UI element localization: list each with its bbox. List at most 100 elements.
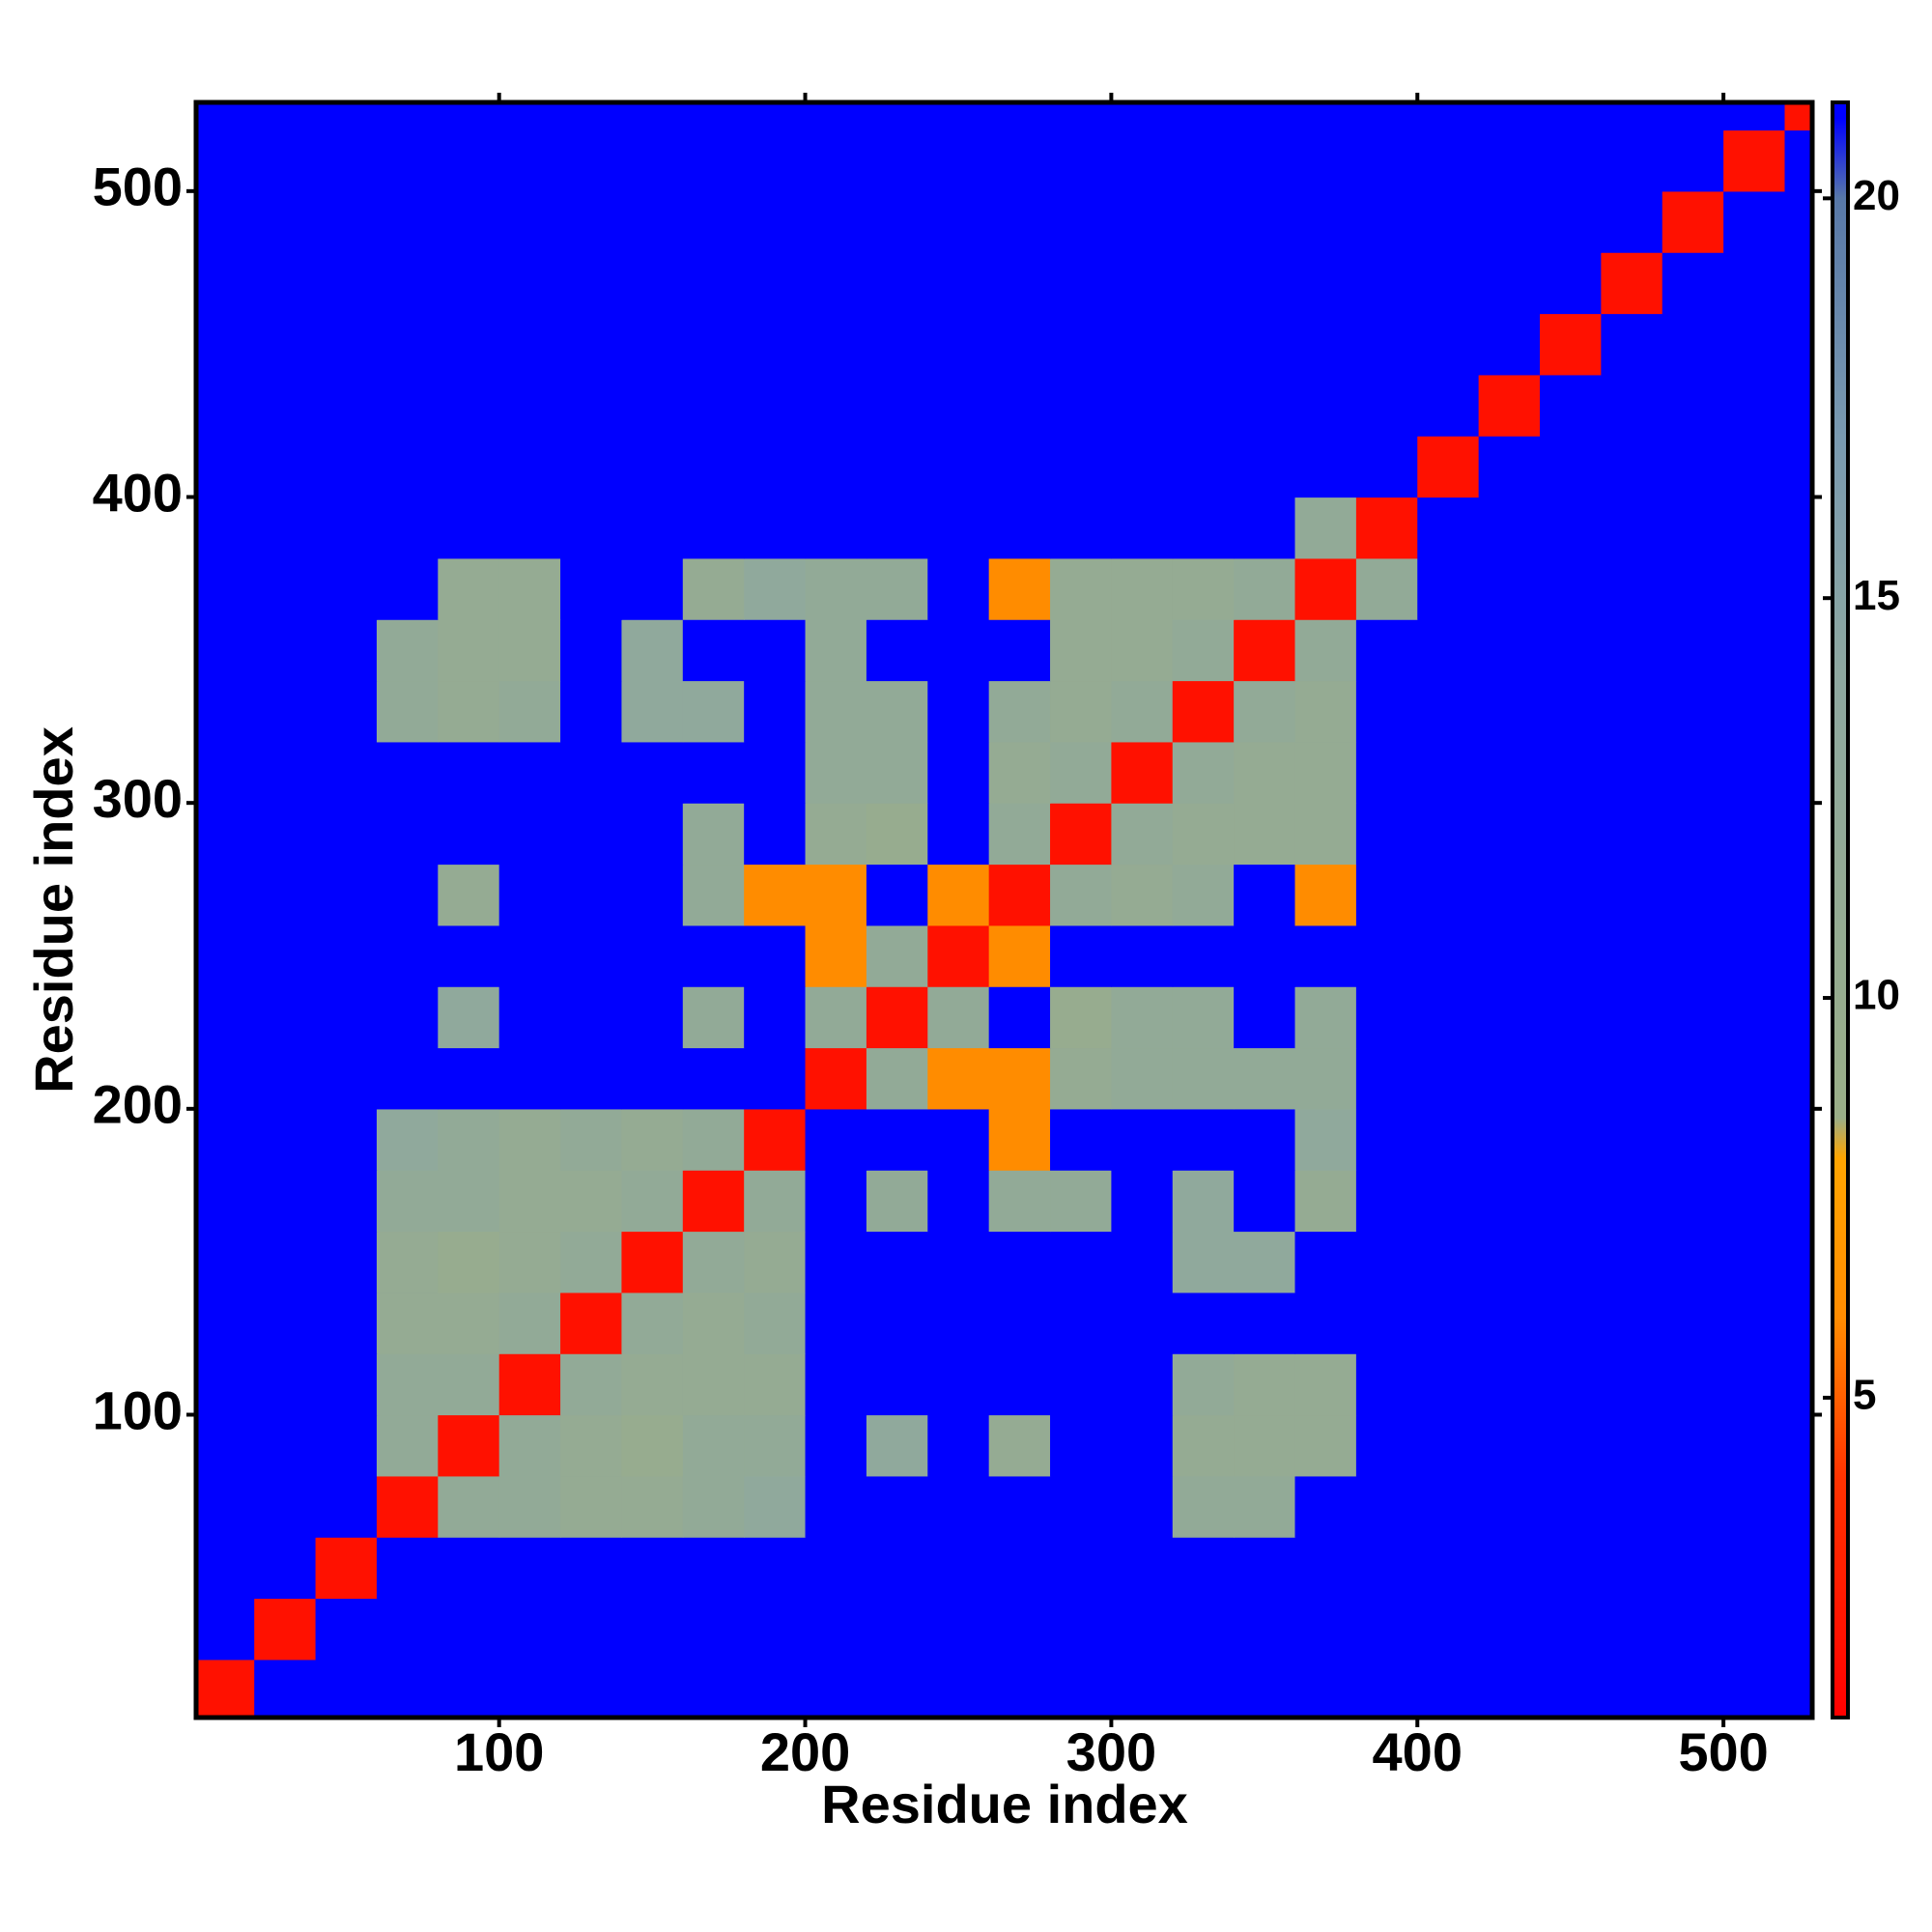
heat-cell (621, 1414, 684, 1477)
heat-cell (1294, 252, 1357, 315)
heat-cell (682, 1598, 745, 1661)
heat-cell (1478, 497, 1541, 559)
heat-cell (315, 129, 378, 192)
heat-cell (376, 252, 439, 315)
heat-cell (1050, 864, 1112, 926)
heat-cell (1172, 436, 1235, 498)
heat-cell (254, 252, 317, 315)
heat-cell (196, 129, 255, 192)
heat-cell (1234, 1537, 1296, 1600)
heat-cell (1539, 986, 1602, 1049)
heat-cell (866, 252, 928, 315)
heat-cell (621, 1108, 684, 1171)
heat-cell (1172, 803, 1235, 866)
heat-cell (805, 924, 867, 987)
heat-cell (498, 864, 561, 926)
heat-cell (1601, 1353, 1663, 1416)
heat-cell (927, 924, 990, 987)
heat-cell (1294, 557, 1357, 620)
heat-cell (315, 1537, 378, 1600)
heat-cell (196, 252, 255, 315)
heat-cell (1050, 1170, 1112, 1233)
heat-cell (1172, 1108, 1235, 1171)
heat-cell (1050, 497, 1112, 559)
heat-cell (682, 102, 745, 131)
heat-cell (927, 1659, 990, 1718)
heat-cell (315, 1353, 378, 1416)
heat-cell (254, 313, 317, 376)
heat-cell (560, 1170, 623, 1233)
heat-cell (376, 1414, 439, 1477)
heat-cell (682, 986, 745, 1049)
heat-cell (1601, 557, 1663, 620)
heat-cell (1111, 1598, 1174, 1661)
heat-cell (560, 557, 623, 620)
heat-cell (682, 1170, 745, 1233)
heat-cell (315, 102, 378, 131)
heat-cell (1723, 1047, 1786, 1110)
heat-cell (1539, 374, 1602, 437)
heat-cell (744, 102, 807, 131)
heat-cell (621, 497, 684, 559)
heat-cell (376, 1047, 439, 1110)
heat-cell (805, 680, 867, 743)
heat-cell (1050, 1353, 1112, 1416)
heat-cell (196, 1231, 255, 1293)
heat-cell (560, 313, 623, 376)
heat-cell (498, 557, 561, 620)
heat-cell (1355, 436, 1418, 498)
heat-cell (1539, 1292, 1602, 1354)
heat-cell (866, 741, 928, 804)
heat-cell (1784, 497, 1812, 559)
heat-cell (1662, 1353, 1724, 1416)
heat-cell (682, 1414, 745, 1477)
heat-cell (196, 741, 255, 804)
heat-cell (1478, 864, 1541, 926)
heat-cell (1601, 864, 1663, 926)
heat-cell (1417, 1108, 1480, 1171)
heat-cell (1784, 102, 1812, 131)
heat-cell (744, 619, 807, 682)
heat-cell (1601, 741, 1663, 804)
heat-cell (682, 129, 745, 192)
heat-cell (1662, 129, 1724, 192)
heat-cell (196, 680, 255, 743)
heat-cell (1355, 557, 1418, 620)
heat-cell (621, 1475, 684, 1538)
heat-cell (438, 1353, 500, 1416)
heat-cell (1111, 1475, 1174, 1538)
heat-cell (1050, 803, 1112, 866)
heat-cell (438, 1047, 500, 1110)
heat-cell (1601, 1537, 1663, 1600)
heat-cell (1478, 102, 1541, 131)
heat-cell (438, 313, 500, 376)
heat-cell (315, 190, 378, 253)
heat-cell (254, 190, 317, 253)
heat-cell (196, 313, 255, 376)
heat-cell (438, 102, 500, 131)
heat-cell (315, 1598, 378, 1661)
heat-cell (805, 557, 867, 620)
heat-cell (438, 129, 500, 192)
heat-cell (805, 1108, 867, 1171)
heat-cell (927, 619, 990, 682)
heat-cell (1601, 1414, 1663, 1477)
heat-cell (744, 1108, 807, 1171)
heat-cell (1172, 557, 1235, 620)
heat-cell (1662, 313, 1724, 376)
heat-cell (744, 557, 807, 620)
heat-cell (1050, 557, 1112, 620)
heat-cell (1478, 1475, 1541, 1538)
heat-cell (1539, 1598, 1602, 1661)
heat-cell (988, 1414, 1051, 1477)
heat-cell (560, 986, 623, 1049)
heat-cell (438, 1414, 500, 1477)
y-axis-title: Residue index (23, 726, 84, 1094)
heat-cell (988, 986, 1051, 1049)
heat-cell (866, 1170, 928, 1233)
heat-cell (1478, 619, 1541, 682)
heat-cell (1601, 1231, 1663, 1293)
heat-cell (988, 741, 1051, 804)
heat-cell (988, 313, 1051, 376)
heat-cell (438, 1659, 500, 1718)
